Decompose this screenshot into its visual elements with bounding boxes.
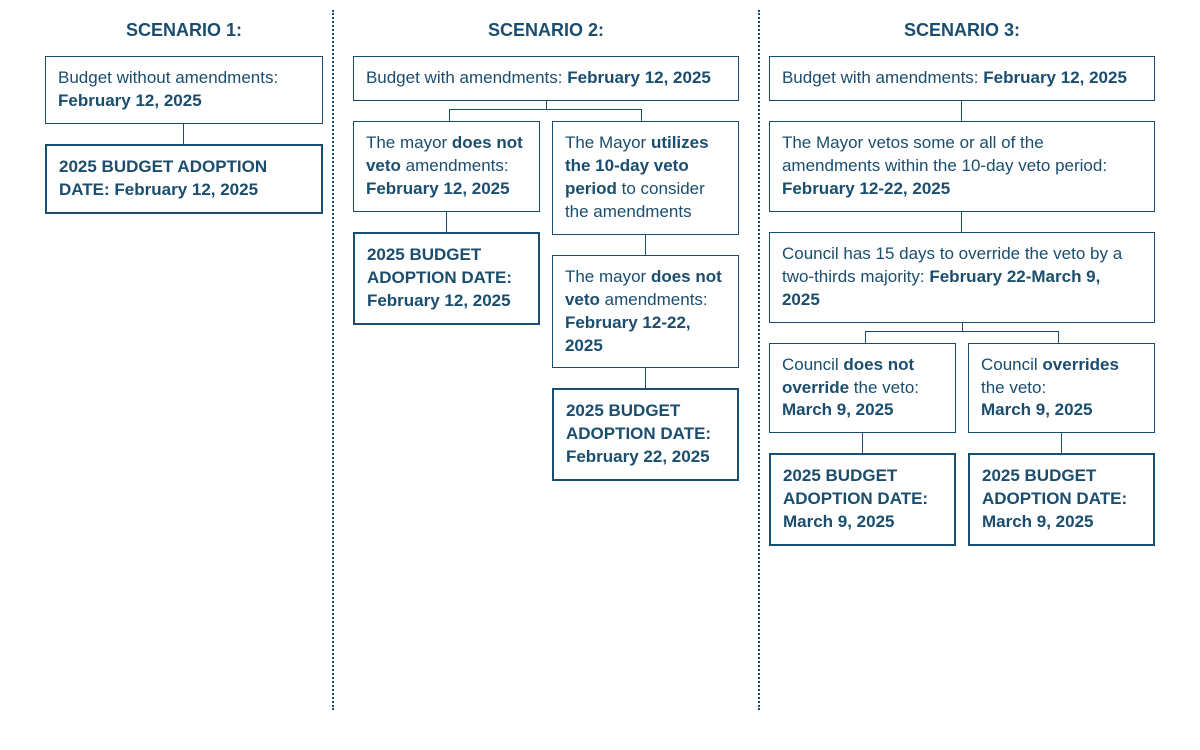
scenario-2-left-col: The mayor does not veto amendments: Febr… <box>353 121 540 481</box>
scenario-2-left-step1: The mayor does not veto amendments: Febr… <box>353 121 540 212</box>
scenario-3-right-col: Council overrides the veto: March 9, 202… <box>968 343 1155 547</box>
scenario-3-root-box: Budget with amendments: February 12, 202… <box>769 56 1155 101</box>
scenario-2: SCENARIO 2: Budget with amendments: Febr… <box>338 20 754 730</box>
result-text: 2025 BUDGET ADOPTION DATE: March 9, 2025 <box>783 466 928 531</box>
date: February 12-22, 2025 <box>782 179 950 198</box>
scenario-3: SCENARIO 3: Budget with amendments: Febr… <box>754 20 1170 730</box>
connector <box>645 368 646 388</box>
connector <box>183 124 184 144</box>
scenario-3-left-step: Council does not override the veto: Marc… <box>769 343 956 434</box>
scenario-2-title: SCENARIO 2: <box>353 20 739 41</box>
scenario-2-root-box: Budget with amendments: February 12, 202… <box>353 56 739 101</box>
text: amendments: <box>401 156 509 175</box>
text: the veto: <box>849 378 919 397</box>
divider-1 <box>332 10 334 710</box>
text: The Mayor vetos some or all of the amend… <box>782 133 1107 175</box>
scenario-2-root-date: February 12, 2025 <box>567 68 711 87</box>
branch-connector <box>769 323 1155 343</box>
scenario-3-step1: The Mayor vetos some or all of the amend… <box>769 121 1155 212</box>
scenario-3-right-step: Council overrides the veto: March 9, 202… <box>968 343 1155 434</box>
scenario-3-root-date: February 12, 2025 <box>983 68 1127 87</box>
connector <box>961 101 962 121</box>
scenario-3-step2: Council has 15 days to override the veto… <box>769 232 1155 323</box>
connector <box>862 433 863 453</box>
scenario-1-root-text: Budget without amendments: <box>58 68 278 87</box>
text: The mayor <box>565 267 651 286</box>
scenario-3-root-text: Budget with amendments: <box>782 68 979 87</box>
scenario-2-left-result: 2025 BUDGET ADOPTION DATE: February 12, … <box>353 232 540 325</box>
text: The mayor <box>366 133 452 152</box>
connector <box>645 235 646 255</box>
scenario-1-result-box: 2025 BUDGET ADOPTION DATE: February 12, … <box>45 144 323 214</box>
scenario-1: SCENARIO 1: Budget without amendments: F… <box>30 20 338 730</box>
date: March 9, 2025 <box>981 400 1093 419</box>
text: the veto: <box>981 378 1046 397</box>
date: March 9, 2025 <box>782 400 894 419</box>
scenario-1-title: SCENARIO 1: <box>45 20 323 41</box>
scenario-3-left-col: Council does not override the veto: Marc… <box>769 343 956 547</box>
text: The Mayor <box>565 133 651 152</box>
text: amendments: <box>600 290 708 309</box>
connector <box>446 212 447 232</box>
scenario-2-root-text: Budget with amendments: <box>366 68 563 87</box>
scenario-2-right-result: 2025 BUDGET ADOPTION DATE: February 22, … <box>552 388 739 481</box>
diagram-container: SCENARIO 1: Budget without amendments: F… <box>0 0 1200 750</box>
scenario-2-right-step2: The mayor does not veto amendments: Febr… <box>552 255 739 369</box>
text: Council <box>981 355 1042 374</box>
branch-connector <box>353 101 739 121</box>
date: February 12, 2025 <box>366 179 510 198</box>
result-text: 2025 BUDGET ADOPTION DATE: March 9, 2025 <box>982 466 1127 531</box>
scenario-3-right-result: 2025 BUDGET ADOPTION DATE: March 9, 2025 <box>968 453 1155 546</box>
result-text: 2025 BUDGET ADOPTION DATE: February 12, … <box>367 245 512 310</box>
text: Council <box>782 355 843 374</box>
result-text: 2025 BUDGET ADOPTION DATE: February 22, … <box>566 401 711 466</box>
scenario-3-left-result: 2025 BUDGET ADOPTION DATE: March 9, 2025 <box>769 453 956 546</box>
scenario-2-right-col: The Mayor utilizes the 10-day veto perio… <box>552 121 739 481</box>
text: overrides <box>1042 355 1119 374</box>
scenario-1-root-box: Budget without amendments: February 12, … <box>45 56 323 124</box>
scenario-2-right-step1: The Mayor utilizes the 10-day veto perio… <box>552 121 739 235</box>
connector <box>1061 433 1062 453</box>
scenario-3-title: SCENARIO 3: <box>769 20 1155 41</box>
scenario-1-result-text: 2025 BUDGET ADOPTION DATE: February 12, … <box>59 157 267 199</box>
date: February 12-22, 2025 <box>565 313 691 355</box>
connector <box>961 212 962 232</box>
scenario-1-root-date: February 12, 2025 <box>58 91 202 110</box>
